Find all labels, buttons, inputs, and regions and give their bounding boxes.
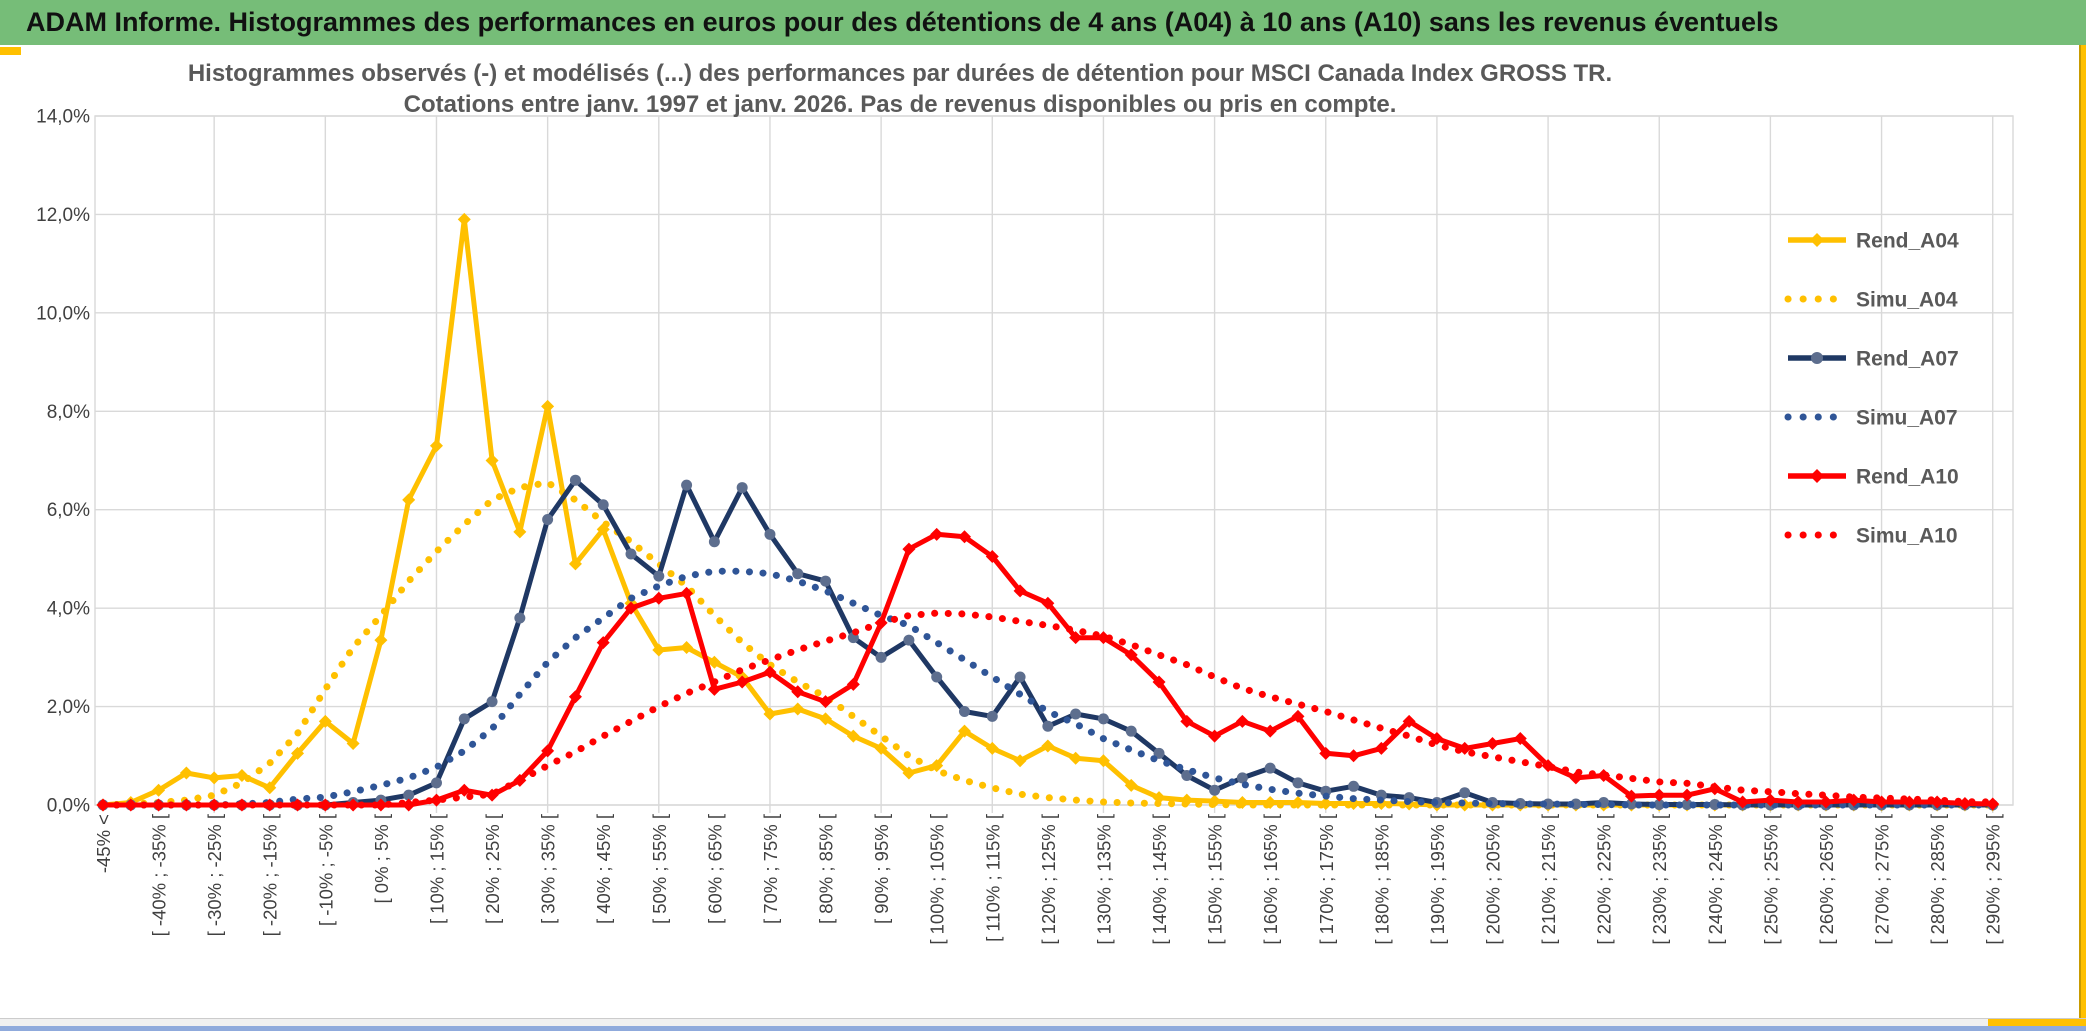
svg-text:Histogrammes observés (-) et m: Histogrammes observés (-) et modélisés (… (188, 60, 1612, 87)
x-axis-label: [ 140% ; 145% [ (1149, 814, 1170, 945)
x-axis-label: [ 70% ; 75% [ (760, 814, 781, 924)
series-simu-a10[interactable] (99, 609, 1997, 809)
x-axis-label: [ 260% ; 265% [ (1816, 814, 1837, 945)
x-axis-label: [ 220% ; 225% [ (1594, 814, 1615, 945)
x-axis-label: [ 100% ; 105% [ (927, 814, 948, 945)
x-axis-label: [ 10% ; 15% [ (426, 814, 447, 924)
x-axis[interactable]: -45% < [ -40% ; -35% [ [ -30% ; -25% [ [ -2… (93, 814, 2004, 945)
legend-item-simu-a04[interactable]: Simu_A04 (1784, 289, 1958, 312)
bottom-blue-edge (0, 1026, 2086, 1031)
x-axis-label: [ 30% ; 35% [ (538, 814, 559, 924)
x-axis-label: [ 280% ; 285% [ (1927, 814, 1948, 945)
legend-item-rend-a07[interactable]: Rend_A07 (1788, 348, 1959, 371)
page-title-bar: ADAM Informe. Histogrammes des performan… (0, 0, 2086, 45)
plot-area[interactable] (94, 115, 2014, 813)
svg-text:Rend_A04: Rend_A04 (1856, 230, 1959, 253)
x-axis-label: [ 290% ; 295% [ (1983, 814, 2004, 945)
x-axis-label: [ 110% ; 115% [ (982, 814, 1003, 942)
y-axis-label: 8,0% (47, 402, 90, 423)
legend-item-simu-a07[interactable]: Simu_A07 (1784, 407, 1958, 430)
x-axis-label: -45% < (93, 814, 114, 873)
x-axis-label: [ 160% ; 165% [ (1260, 814, 1281, 945)
y-axis-label: 14,0% (36, 107, 90, 128)
x-axis-label: [ -30% ; -25% [ (204, 814, 225, 936)
x-axis-label: [ 230% ; 235% [ (1649, 814, 1670, 945)
x-axis-label: [ 210% ; 215% [ (1538, 814, 1559, 945)
series-simu-a07[interactable] (99, 567, 1997, 809)
gold-accent-top-left (0, 47, 21, 55)
x-axis-label: [ -40% ; -35% [ (149, 814, 170, 936)
svg-text:Rend_A07: Rend_A07 (1856, 348, 1959, 371)
x-axis-label: [ 200% ; 205% [ (1483, 814, 1504, 945)
x-axis-label: [ -20% ; -15% [ (260, 814, 281, 936)
x-axis-label: [ 120% ; 125% [ (1038, 814, 1059, 945)
page-title: ADAM Informe. Histogrammes des performan… (26, 7, 1779, 37)
x-axis-label: [ 130% ; 135% [ (1093, 814, 1114, 945)
x-axis-label: [ -10% ; -5% [ (315, 814, 336, 926)
legend-item-simu-a10[interactable]: Simu_A10 (1784, 525, 1958, 548)
legend[interactable]: Rend_A04 Simu_A04 Rend_A07 Simu_A07 Rend_A10… (1784, 230, 1959, 548)
x-axis-label: [ 150% ; 155% [ (1205, 814, 1226, 945)
x-axis-label: [ 240% ; 245% [ (1705, 814, 1726, 945)
x-axis-label: [ 170% ; 175% [ (1316, 814, 1337, 945)
x-axis-label: [ 180% ; 185% [ (1371, 814, 1392, 945)
y-axis-label: 4,0% (47, 599, 90, 620)
y-axis[interactable]: 14,0% 12,0% 10,0% 8,0% 6,0% 4,0% 2,0% 0,0% (36, 107, 90, 817)
svg-text:Simu_A10: Simu_A10 (1856, 525, 1958, 548)
x-axis-label: [ 40% ; 45% [ (593, 814, 614, 924)
x-axis-label: [ 0% ; 5% [ (371, 814, 392, 903)
x-axis-label: [ 250% ; 255% [ (1760, 814, 1781, 945)
x-axis-label: [ 270% ; 275% [ (1872, 814, 1893, 945)
x-axis-label: [ 90% ; 95% [ (871, 814, 892, 924)
svg-text:Simu_A07: Simu_A07 (1856, 407, 1958, 430)
svg-text:Simu_A04: Simu_A04 (1856, 289, 1958, 312)
y-axis-label: 0,0% (47, 796, 90, 817)
x-axis-label: [ 60% ; 65% [ (704, 814, 725, 924)
gridlines (95, 115, 2013, 813)
legend-item-rend-a10[interactable]: Rend_A10 (1788, 466, 1959, 489)
y-axis-label: 6,0% (47, 500, 90, 521)
x-axis-label: [ 80% ; 85% [ (816, 814, 837, 924)
legend-item-rend-a04[interactable]: Rend_A04 (1788, 230, 1959, 253)
y-axis-label: 12,0% (36, 205, 90, 226)
x-axis-label: [ 190% ; 195% [ (1427, 814, 1448, 945)
chart-title[interactable]: Histogrammes observés (-) et modélisés (… (188, 60, 1612, 118)
svg-text:Rend_A10: Rend_A10 (1856, 466, 1959, 489)
x-axis-label: [ 20% ; 25% [ (482, 814, 503, 924)
svg-text:Cotations entre janv. 1997 et: Cotations entre janv. 1997 et janv. 2026… (404, 91, 1397, 118)
y-axis-label: 10,0% (36, 303, 90, 324)
y-axis-label: 2,0% (47, 697, 90, 718)
gold-accent-right-border (2079, 45, 2086, 1031)
x-axis-label: [ 50% ; 55% [ (649, 814, 670, 924)
